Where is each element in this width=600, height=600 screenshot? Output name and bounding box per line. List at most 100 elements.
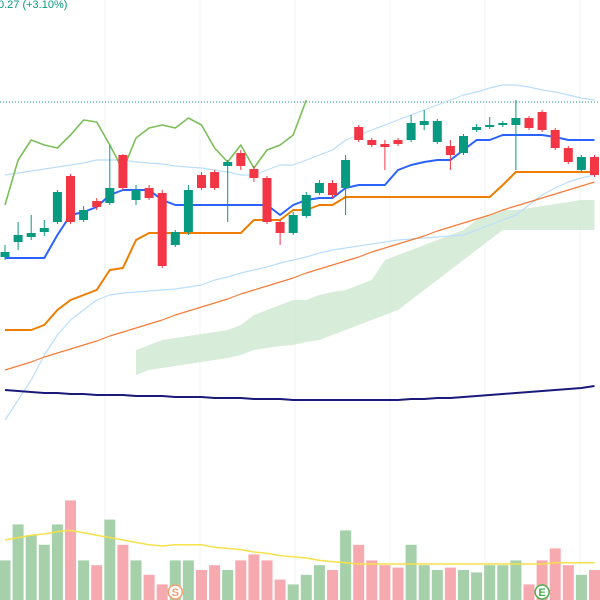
volume-bar	[340, 530, 352, 600]
candle	[445, 140, 455, 170]
volume-bar	[222, 570, 234, 600]
candle-body	[52, 192, 62, 222]
event-marker	[167, 584, 184, 600]
volume-bar	[38, 544, 50, 600]
volume-bar	[130, 560, 142, 600]
candle-body	[576, 157, 586, 170]
candle	[288, 212, 298, 235]
candle-body	[236, 153, 246, 166]
candle-body	[13, 235, 23, 242]
candle	[550, 128, 560, 150]
candle-body	[223, 162, 233, 166]
candle	[393, 138, 403, 146]
candle-body	[419, 121, 429, 125]
ichimoku-cloud	[136, 200, 595, 375]
volume-bar	[25, 535, 37, 600]
candle-body	[118, 155, 128, 188]
volume-bar	[379, 565, 391, 600]
event-marker	[534, 584, 550, 600]
candle-body	[210, 172, 220, 188]
candle-body	[249, 169, 259, 178]
volume-bar	[510, 560, 522, 600]
volume-bar	[549, 548, 561, 600]
candle	[459, 134, 468, 155]
candle-body	[288, 215, 298, 233]
indicator-line	[4, 84, 595, 176]
candle	[367, 138, 377, 147]
indicator-line	[4, 385, 595, 401]
event-label: E	[538, 587, 545, 599]
candle-body	[79, 210, 89, 220]
candle	[223, 160, 233, 222]
candle	[354, 125, 364, 142]
candle-body	[406, 123, 416, 140]
volume-bar	[182, 560, 194, 600]
candle-body	[537, 112, 547, 130]
candle-body	[26, 233, 36, 237]
event-label: S	[172, 587, 179, 599]
candle-body	[380, 144, 390, 147]
candle-body	[301, 195, 311, 216]
candle-body	[498, 123, 508, 125]
candle	[590, 155, 599, 177]
volume-bar	[418, 565, 430, 600]
volume-bar	[353, 544, 365, 600]
candle	[105, 145, 115, 205]
candle	[537, 110, 547, 132]
candle-body	[157, 193, 167, 266]
volume-bar	[366, 560, 378, 600]
candle	[131, 185, 141, 205]
volume-bar	[392, 567, 404, 600]
volume-bar	[65, 500, 76, 600]
volume-bar	[405, 544, 417, 600]
candle	[380, 140, 390, 170]
candle	[66, 174, 75, 224]
indicator-line	[4, 181, 595, 371]
volume-bar	[497, 565, 509, 600]
volume-bar	[589, 570, 600, 600]
candle	[485, 117, 495, 129]
candle	[301, 192, 311, 218]
volume-bar	[523, 584, 535, 600]
volume-ma-line	[4, 529, 595, 565]
candle-body	[445, 146, 455, 155]
volume-bar	[248, 554, 260, 600]
candle	[576, 155, 586, 172]
candle	[275, 220, 285, 245]
volume-bar	[444, 567, 456, 600]
volume-panel	[0, 500, 600, 600]
candle-body	[524, 118, 534, 128]
candle	[144, 185, 154, 200]
candle-body	[550, 130, 560, 148]
candle	[52, 190, 62, 224]
candle	[170, 230, 180, 247]
volume-bar	[0, 560, 11, 600]
candle-body	[105, 188, 115, 203]
candle	[249, 166, 259, 182]
candle-body	[131, 190, 141, 200]
volume-bar	[156, 584, 168, 600]
candle	[406, 115, 416, 142]
candle-body	[275, 222, 285, 233]
volume-bar	[536, 560, 548, 600]
candle	[183, 185, 193, 235]
candle	[498, 121, 508, 127]
candle	[0, 245, 10, 260]
volume-bar	[287, 584, 299, 600]
volume-bar	[562, 565, 574, 600]
candle	[210, 170, 220, 190]
volume-bar	[484, 565, 496, 600]
candle	[92, 198, 102, 210]
candle-body	[183, 190, 193, 232]
candle	[341, 155, 351, 215]
candle-body	[472, 127, 482, 130]
candle-body	[563, 148, 573, 162]
volume-bar	[209, 565, 221, 600]
candle	[472, 124, 482, 132]
candle	[524, 116, 534, 130]
candle-body	[341, 160, 351, 188]
candle-body	[92, 201, 102, 207]
volume-bar	[91, 565, 103, 600]
candle-body	[367, 140, 377, 145]
